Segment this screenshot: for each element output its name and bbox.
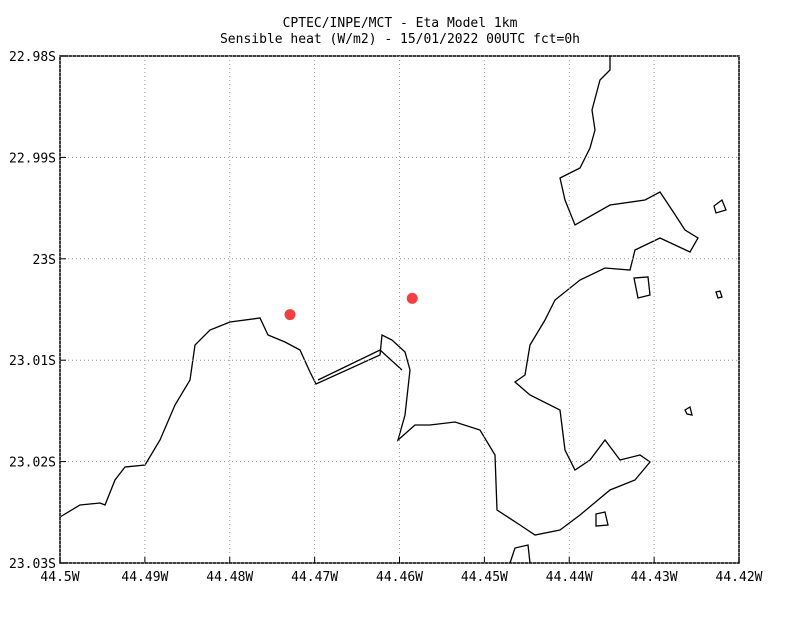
x-tick-label: 44.48W xyxy=(206,570,253,585)
station-point xyxy=(406,292,418,304)
x-tick-label: 44.44W xyxy=(546,570,593,585)
title: CPTEC/INPE/MCT - Eta Model 1km xyxy=(283,16,518,31)
y-tick-label: 23.03S xyxy=(9,557,56,572)
y-tick-label: 23S xyxy=(33,253,56,268)
y-tick-label: 23.01S xyxy=(9,354,56,369)
y-tick-label: 22.98S xyxy=(9,50,56,65)
station-point xyxy=(284,309,296,321)
x-tick-label: 44.42W xyxy=(716,570,763,585)
y-tick-label: 23.02S xyxy=(9,456,56,471)
x-tick-label: 44.43W xyxy=(631,570,678,585)
subtitle: Sensible heat (W/m2) - 15/01/2022 00UTC … xyxy=(220,32,580,47)
x-tick-label: 44.47W xyxy=(291,570,338,585)
y-tick-label: 22.99S xyxy=(9,151,56,166)
coastline xyxy=(59,56,727,564)
x-tick-label: 44.45W xyxy=(461,570,508,585)
x-tick-label: 44.5W xyxy=(40,570,79,585)
x-tick-label: 44.46W xyxy=(376,570,423,585)
x-tick-label: 44.49W xyxy=(121,570,168,585)
